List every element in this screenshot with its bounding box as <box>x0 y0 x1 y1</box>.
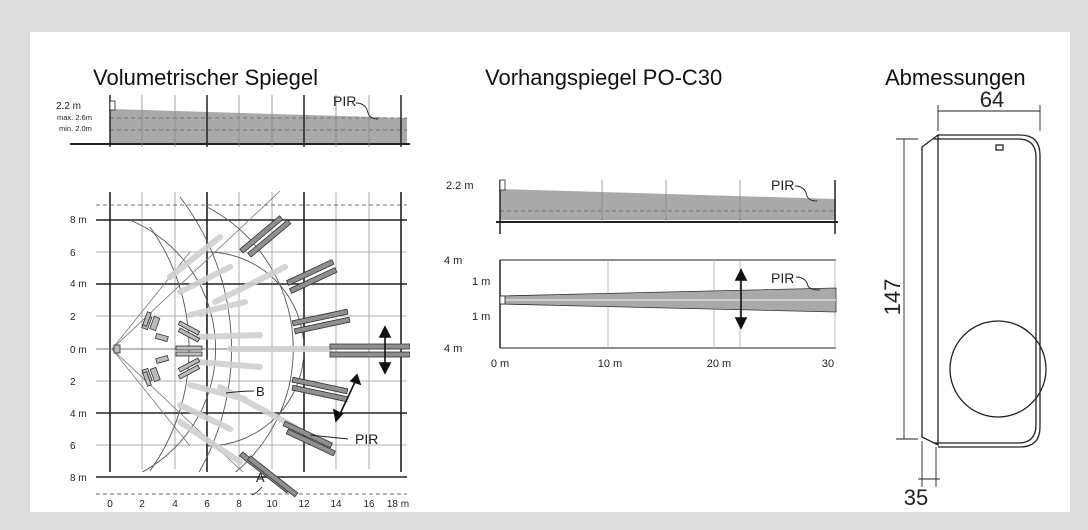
x-label: 4 <box>172 499 178 510</box>
side-height-label: 2.2 m <box>56 101 81 112</box>
x-label: 18 m <box>387 499 409 510</box>
x-label: 0 <box>107 499 113 510</box>
plan-pir-label: PIR <box>355 431 378 447</box>
y-label: 4 m <box>70 409 87 420</box>
x-label: 10 <box>266 499 278 510</box>
diagonal-motion-arrow <box>339 381 356 415</box>
x-label: 16 <box>363 499 375 510</box>
curtain-x-label: 10 m <box>598 358 622 370</box>
curtain-plan-view: PIR 4 m 1 m 1 m 4 m 0 m 10 m 20 m 30 <box>444 255 837 370</box>
side-pir-label: PIR <box>333 93 356 109</box>
volumetric-side-view: 2.2 m max. 2.6m min. 2.0m PIR <box>56 93 410 147</box>
x-label: 14 <box>330 499 342 510</box>
curtain-plan-pir-label: PIR <box>771 270 794 286</box>
y-label: 6 <box>70 441 76 452</box>
side-min-label: min. 2.0m <box>59 124 92 133</box>
volumetric-plan-view: PIR B A 8 m 6 4 m 2 0 m 2 4 m 6 8 m 0 2 <box>70 190 410 510</box>
x-label: 6 <box>204 499 210 510</box>
y-label: 8 m <box>70 215 87 226</box>
y-label: 0 m <box>70 345 87 356</box>
dimensions-title: Abmessungen <box>885 65 1026 90</box>
curtain-upper-label: 1 m <box>472 276 490 288</box>
x-label: 2 <box>139 499 145 510</box>
curtain-diagram: 2.2 m PIR PIR 4 m 1 m 1 m <box>444 177 838 370</box>
volumetric-diagram: 2.2 m max. 2.6m min. 2.0m PIR <box>56 93 410 510</box>
device-body-outline <box>938 134 1041 448</box>
x-label: 8 <box>236 499 242 510</box>
depth-label: 35 <box>904 485 928 507</box>
curtain-side-zone <box>500 189 836 220</box>
label-a: A <box>256 470 265 485</box>
y-label: 8 m <box>70 473 87 484</box>
x-label: 12 <box>298 499 310 510</box>
device-side-outline <box>921 133 939 447</box>
y-label: 2 <box>70 377 76 388</box>
height-label: 147 <box>880 279 905 316</box>
lens-circle <box>949 320 1047 418</box>
width-label: 64 <box>980 87 1004 112</box>
curtain-x-label: 0 m <box>491 358 509 370</box>
diagram-card: Volumetrischer Spiegel Vorhangspiegel PO… <box>30 32 1070 512</box>
y-label: 4 m <box>70 279 87 290</box>
y-label: 2 <box>70 312 76 323</box>
side-sensor <box>109 100 116 111</box>
curtain-height-label: 2.2 m <box>446 180 474 192</box>
y-label: 6 <box>70 248 76 259</box>
curtain-x-label: 30 <box>822 358 834 370</box>
volumetric-title: Volumetrischer Spiegel <box>93 65 319 90</box>
curtain-side-view: 2.2 m PIR <box>446 177 838 234</box>
side-max-label: max. 2.6m <box>57 113 92 122</box>
curtain-bottom-label: 4 m <box>444 343 462 355</box>
curtain-x-label: 20 m <box>707 358 731 370</box>
side-coverage-zone <box>110 109 407 143</box>
curtain-top-label: 4 m <box>444 255 462 267</box>
label-b: B <box>256 384 265 399</box>
dimensions-drawing: 64 147 35 <box>880 87 1047 507</box>
curtain-title: Vorhangspiegel PO-C30 <box>485 65 723 90</box>
curtain-side-pir-label: PIR <box>771 177 794 193</box>
curtain-lower-label: 1 m <box>472 311 490 323</box>
